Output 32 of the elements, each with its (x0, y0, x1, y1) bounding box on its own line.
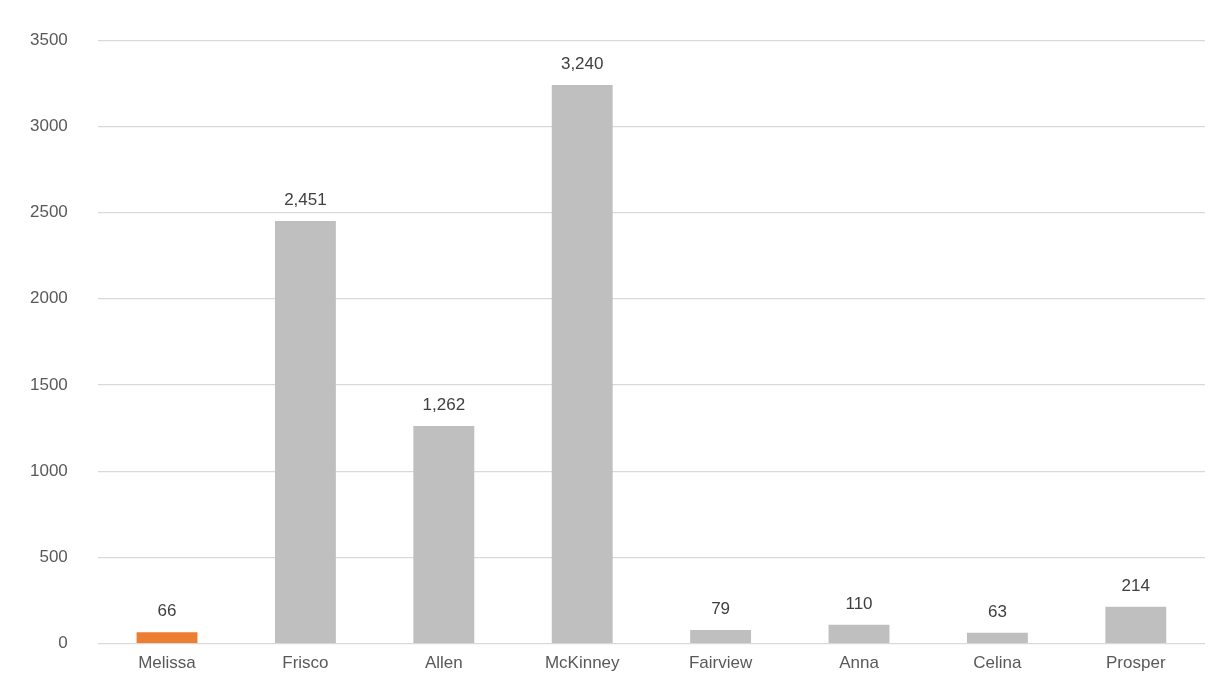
bar (274, 221, 336, 643)
data-label: 66 (157, 601, 177, 621)
bar (828, 624, 890, 643)
y-tick-label: 500 (39, 547, 68, 567)
bar (690, 629, 752, 643)
bar (413, 426, 475, 643)
x-tick-label: Celina (973, 653, 1023, 673)
x-tick-label: Anna (839, 653, 880, 673)
bar (966, 632, 1028, 643)
y-tick-label: 1500 (29, 374, 68, 394)
x-tick-label: Frisco (282, 653, 329, 673)
data-label: 79 (711, 599, 731, 619)
y-tick-label: 3000 (29, 116, 68, 136)
x-tick-label: Melissa (138, 653, 197, 673)
bar (551, 85, 613, 643)
bar (1105, 606, 1167, 643)
data-label: 214 (1121, 575, 1150, 595)
data-label: 1,262 (422, 395, 466, 415)
data-label: 63 (987, 601, 1007, 621)
data-label: 110 (845, 593, 873, 613)
data-label: 3,240 (560, 54, 604, 74)
data-label: 2,451 (284, 190, 327, 210)
x-tick-label: Fairview (688, 653, 753, 673)
y-tick-label: 0 (58, 633, 68, 653)
y-tick-label: 1000 (29, 460, 68, 480)
x-tick-label: McKinney (544, 653, 621, 673)
x-tick-label: Prosper (1106, 653, 1166, 673)
y-tick-label: 2000 (29, 288, 68, 308)
y-tick-label: 3500 (29, 29, 68, 49)
y-tick-label: 2500 (29, 202, 68, 222)
x-tick-label: Allen (424, 653, 463, 673)
bar (136, 632, 198, 643)
